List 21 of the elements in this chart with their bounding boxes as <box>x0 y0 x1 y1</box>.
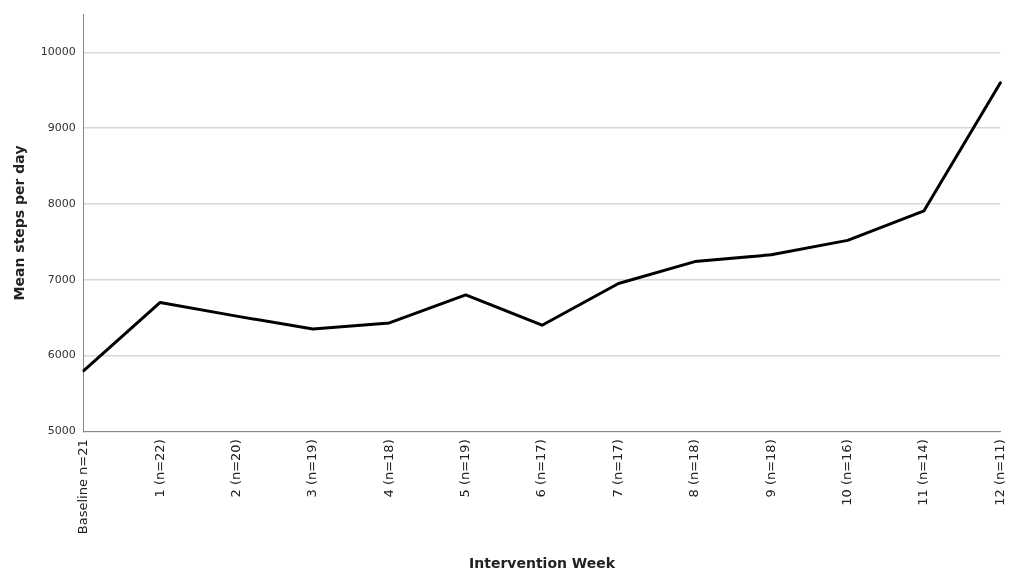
x-tick-label: 8 (n=18) <box>686 439 702 498</box>
y-tick-label: 9000 <box>47 121 76 135</box>
y-tick-label: 6000 <box>47 348 76 362</box>
x-tick-label: Baseline n=21 <box>75 439 91 535</box>
x-tick-label: 6 (n=17) <box>533 439 549 498</box>
x-tick-label: 5 (n=19) <box>457 439 473 498</box>
y-tick-label: 7000 <box>47 272 76 286</box>
x-tick-label: 10 (n=16) <box>839 439 855 506</box>
y-tick-label: 5000 <box>47 424 76 438</box>
x-tick-label: 9 (n=18) <box>762 439 778 498</box>
x-tick-label: 1 (n=22) <box>151 439 167 498</box>
x-tick-label: 4 (n=18) <box>380 439 396 498</box>
x-tick-label: 7 (n=17) <box>609 439 625 498</box>
x-tick-label: 3 (n=19) <box>304 439 320 498</box>
x-axis-title: Intervention Week <box>469 555 616 572</box>
x-tick-label: 11 (n=14) <box>915 439 931 506</box>
y-tick-label: 8000 <box>47 196 76 210</box>
y-axis-title: Mean steps per day <box>11 145 28 301</box>
x-tick-label: 2 (n=20) <box>227 439 243 498</box>
y-tick-label: 10000 <box>40 45 76 59</box>
x-tick-label: 12 (n=11) <box>991 439 1007 506</box>
